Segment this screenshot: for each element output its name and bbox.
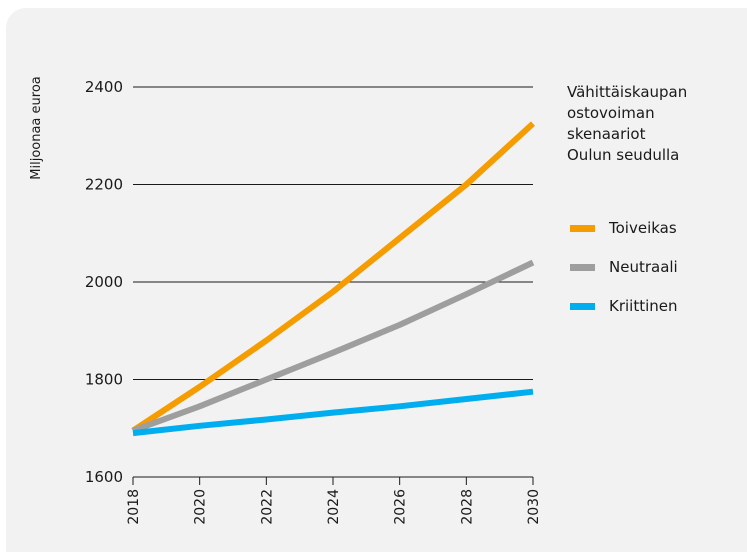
- chart-title: Vähittäiskaupan ostovoiman skenaariot Ou…: [567, 82, 737, 166]
- chart-card: [6, 8, 747, 552]
- y-axis-label: Miljoonaa euroa: [29, 76, 44, 179]
- y-axis: 1600 1800 2000 2200 2400: [85, 78, 123, 486]
- y-tick-label: 1800: [85, 371, 123, 389]
- legend-swatch: [570, 302, 595, 310]
- y-tick-label: 1600: [85, 468, 123, 486]
- series-line-kriittinen: [132, 388, 534, 437]
- series-line-toiveikas: [131, 121, 536, 434]
- x-tick-label: 2026: [393, 489, 409, 525]
- legend-item-kriittinen: Kriittinen: [570, 296, 740, 316]
- legend: Toiveikas Neutraali Kriittinen: [570, 218, 740, 335]
- x-tick-label: 2020: [193, 489, 209, 525]
- y-tick-label: 2400: [85, 78, 123, 96]
- legend-item-neutraali: Neutraali: [570, 257, 740, 277]
- legend-label: Toiveikas: [609, 219, 677, 237]
- y-tick-label: 2200: [85, 176, 123, 194]
- legend-swatch: [570, 224, 595, 232]
- y-tick-label: 2000: [85, 273, 123, 291]
- title-line: ostovoiman: [567, 104, 655, 122]
- legend-item-toiveikas: Toiveikas: [570, 218, 740, 238]
- title-line: Oulun seudulla: [567, 146, 680, 164]
- legend-label: Neutraali: [609, 258, 678, 276]
- series-line-neutraali: [131, 259, 535, 434]
- x-tick-label: 2024: [326, 489, 342, 525]
- grid-lines: [133, 86, 533, 478]
- series-lines: [131, 121, 536, 437]
- legend-label: Kriittinen: [609, 297, 678, 315]
- x-tick-label: 2018: [126, 489, 142, 525]
- title-line: skenaariot: [567, 125, 646, 143]
- x-tick-label: 2030: [526, 489, 542, 525]
- x-axis: 2018 2020 2022 2024 2026 2028 2030: [126, 477, 542, 525]
- legend-swatch: [570, 263, 595, 271]
- title-line: Vähittäiskaupan: [567, 83, 688, 101]
- x-tick-label: 2028: [459, 489, 475, 525]
- x-tick-label: 2022: [259, 489, 275, 525]
